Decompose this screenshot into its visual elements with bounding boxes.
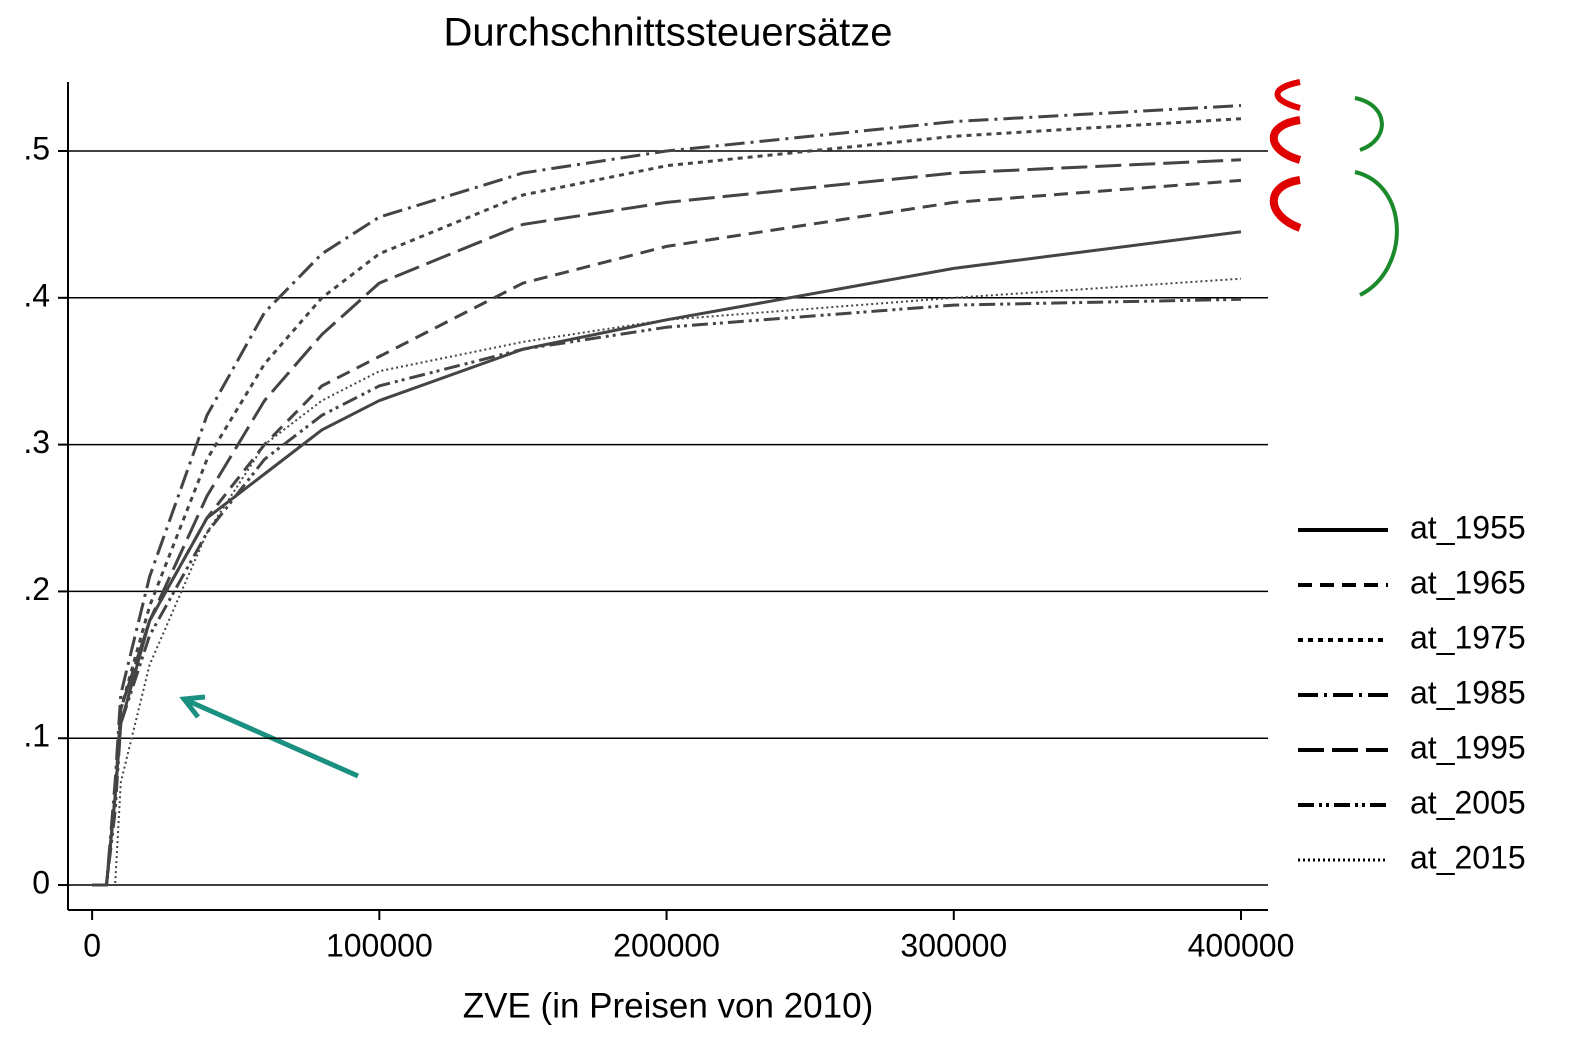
series-line [92,230,1242,887]
annotation-arrow [1354,96,1384,152]
y-tick-label: .4 [23,277,50,313]
legend-label: at_1955 [1410,509,1526,545]
y-tick-label: 0 [32,864,50,900]
chart-title: Durchschnittssteuersätze [443,11,892,55]
legend-label: at_1985 [1410,674,1526,710]
legend-label: at_1965 [1410,564,1526,600]
x-tick-label: 200000 [613,927,720,963]
series-line [92,117,1242,887]
x-tick-label: 400000 [1188,927,1295,963]
annotations [179,79,1399,779]
annotation-arrow [1269,176,1302,232]
annotation-arrow [1269,116,1302,164]
y-tick-label: .3 [23,424,50,460]
series-line [92,158,1242,887]
x-tick-label: 0 [83,927,101,963]
y-tick-label: .5 [23,130,50,166]
legend-label: at_2005 [1410,784,1526,820]
x-tick-label: 300000 [900,927,1007,963]
series-line [92,277,1242,886]
x-tick-label: 100000 [326,927,433,963]
y-tick-label: .1 [23,718,50,754]
y-tick-label: .2 [23,571,50,607]
series-line [92,104,1242,887]
legend-label: at_1975 [1410,619,1526,655]
series-line [92,178,1242,887]
series-line [92,297,1242,887]
annotation-arrowhead [179,694,206,719]
x-axis-label: ZVE (in Preisen von 2010) [463,986,873,1025]
annotation-arrow [1274,79,1301,111]
legend-label: at_2015 [1410,839,1526,875]
legend-label: at_1995 [1410,729,1526,765]
annotation-arrow [1354,170,1399,297]
